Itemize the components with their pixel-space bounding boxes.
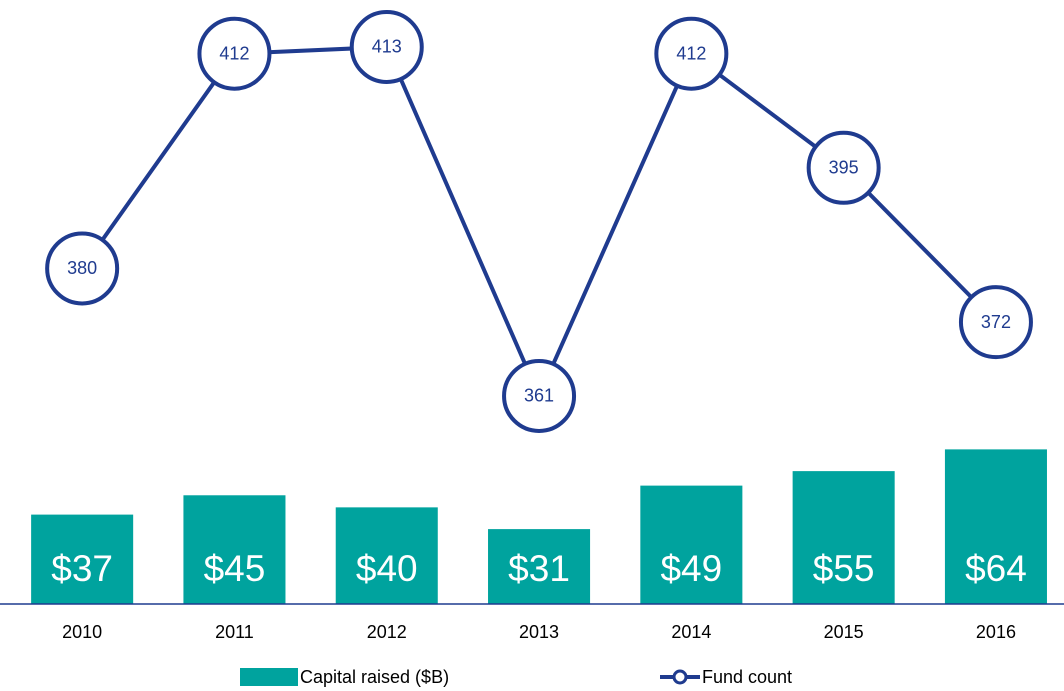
legend-swatch: [240, 668, 298, 686]
line-marker: [45, 231, 120, 306]
bar: [944, 449, 1047, 604]
bar-value-label: $55: [813, 548, 875, 589]
bar: [183, 495, 286, 604]
line-value-label: 412: [219, 43, 249, 63]
bar-value-label: $37: [51, 548, 113, 589]
line-value-label: 413: [372, 37, 402, 57]
x-tick-label: 2013: [519, 622, 559, 642]
bar: [792, 471, 895, 604]
bar-value-label: $40: [356, 548, 418, 589]
line-value-label: 372: [981, 312, 1011, 332]
line-marker: [349, 9, 424, 84]
x-tick-label: 2011: [215, 622, 254, 642]
legend-label: Fund count: [702, 667, 792, 687]
line-marker: [806, 130, 881, 205]
bar: [31, 514, 134, 604]
line: [80, 44, 998, 401]
x-tick-label: 2010: [62, 622, 102, 642]
bar-value-label: $45: [204, 548, 266, 589]
line-value-label: 361: [524, 386, 554, 406]
line-value-label: 380: [67, 258, 97, 278]
bar-value-label: $64: [965, 548, 1027, 589]
bar-value-label: $31: [508, 548, 570, 589]
bar: [335, 507, 438, 604]
line-marker: [654, 16, 729, 91]
line-marker: [197, 16, 272, 91]
line-marker: [502, 358, 577, 433]
x-tick-label: 2015: [824, 622, 864, 642]
line-marker: [958, 285, 1033, 360]
bar: [488, 529, 591, 604]
line-value-label: 395: [829, 158, 859, 178]
legend-marker: [672, 669, 688, 685]
legend-label: Capital raised ($B): [300, 667, 449, 687]
x-tick-label: 2016: [976, 622, 1016, 642]
x-tick-label: 2014: [671, 622, 711, 642]
line-value-label: 412: [676, 43, 706, 63]
bar-value-label: $49: [660, 548, 722, 589]
bar: [640, 485, 743, 604]
x-tick-label: 2012: [367, 622, 407, 642]
